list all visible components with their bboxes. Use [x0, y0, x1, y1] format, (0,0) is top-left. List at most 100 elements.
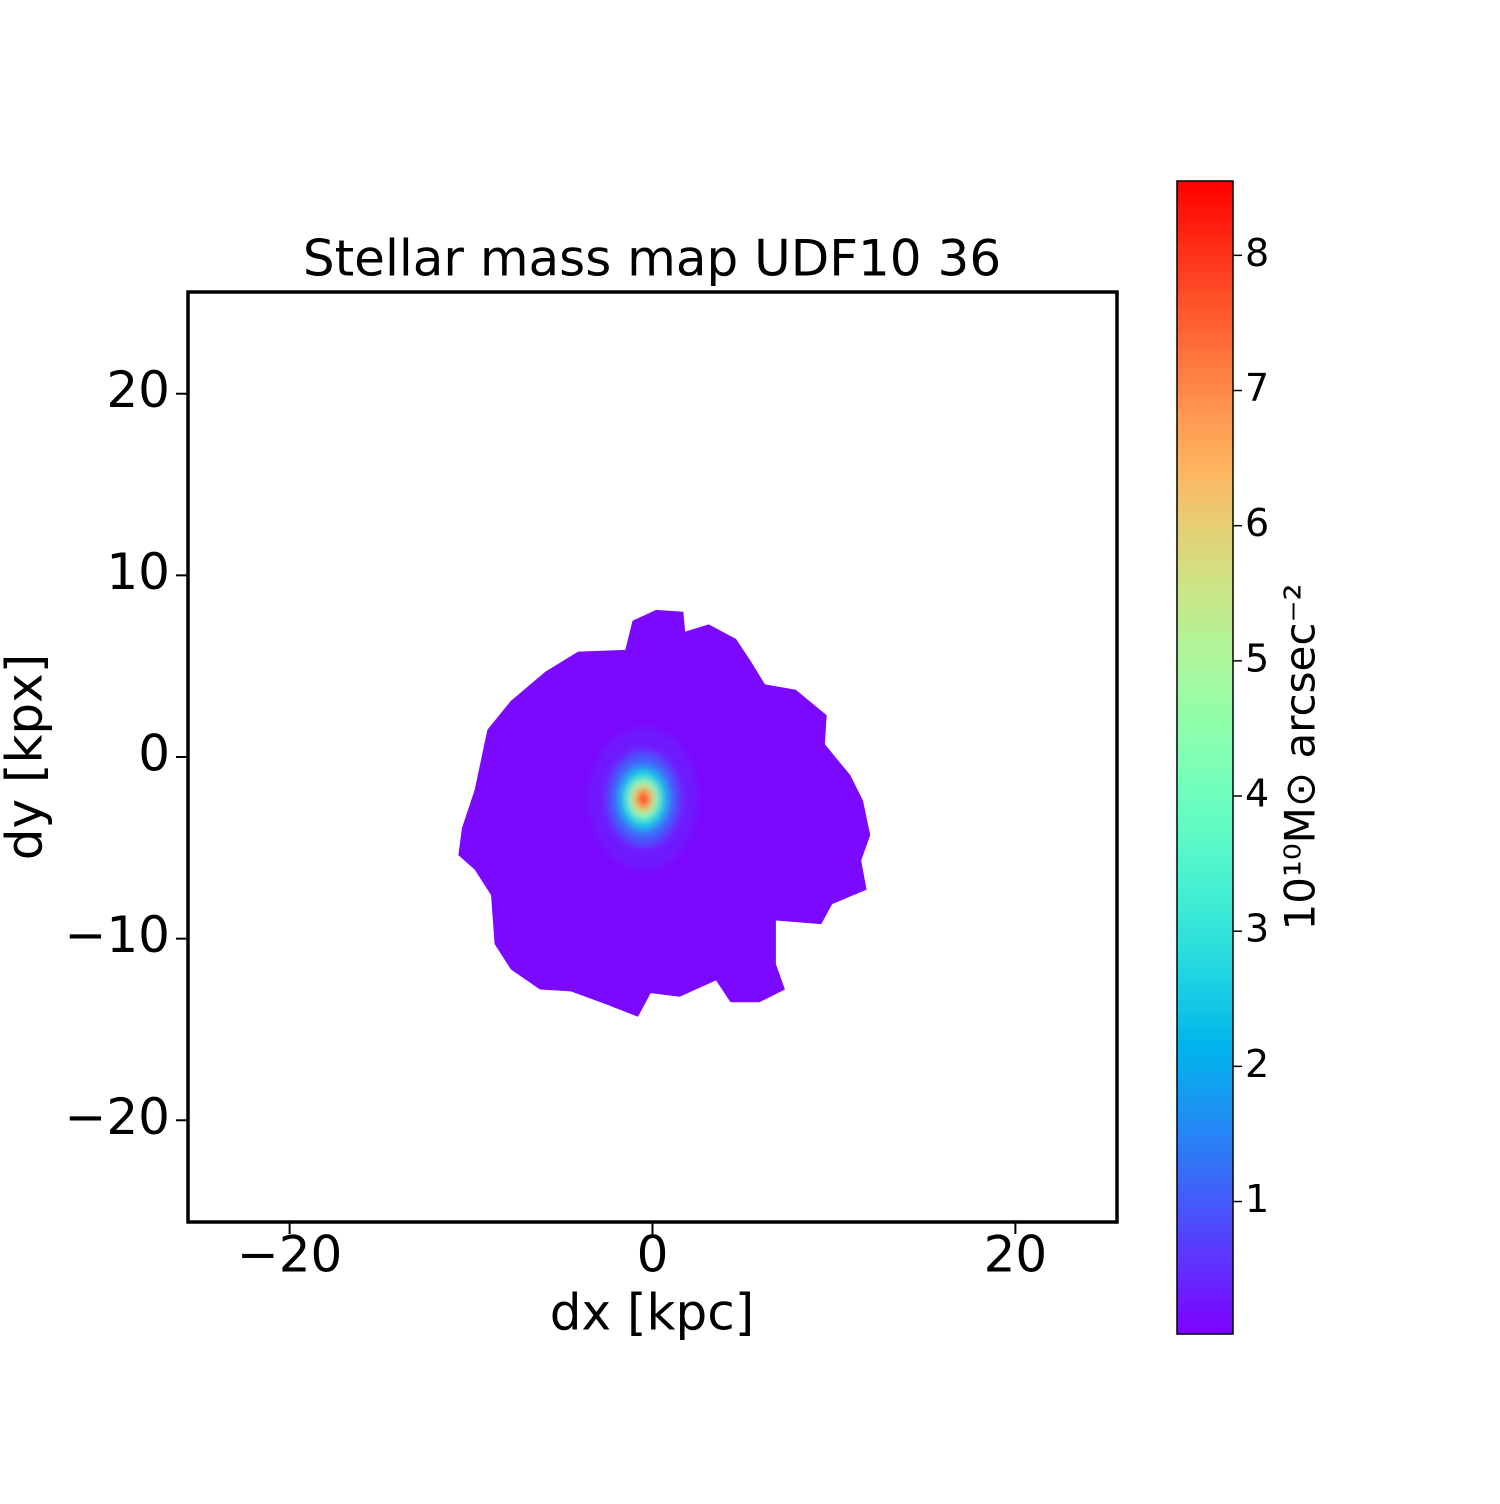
colorbar-cell	[1177, 792, 1233, 799]
colorbar-cell	[1177, 1011, 1233, 1018]
chart-title: Stellar mass map UDF10 36	[303, 230, 1001, 288]
colorbar-tick-label: 8	[1245, 231, 1269, 275]
colorbar-cell	[1177, 417, 1233, 424]
colorbar-cell	[1177, 890, 1233, 897]
colorbar-cell	[1177, 596, 1233, 603]
colorbar-cell	[1177, 1137, 1233, 1145]
colorbar-cell	[1177, 694, 1233, 701]
colorbar-cell	[1177, 1080, 1233, 1087]
colorbar-cell	[1177, 215, 1233, 222]
colorbar-cell	[1177, 676, 1233, 684]
colorbar-cell	[1177, 699, 1233, 707]
colorbar-cell	[1177, 1212, 1233, 1220]
colorbar-cell	[1177, 336, 1233, 344]
colorbar-cell	[1177, 740, 1233, 747]
colorbar-cell	[1177, 273, 1233, 280]
colorbar-cell	[1177, 953, 1233, 960]
colorbar-cell	[1177, 567, 1233, 574]
colorbar-cell	[1177, 1063, 1233, 1070]
colorbar-cell	[1177, 446, 1233, 453]
colorbar-cell	[1177, 757, 1233, 764]
colorbar-cell	[1177, 359, 1233, 367]
colorbar-cell	[1177, 711, 1233, 718]
colorbar-cell	[1177, 895, 1233, 903]
colorbar-label: 10¹⁰M⊙ arcsec⁻²	[1276, 584, 1325, 931]
colorbar-cell	[1177, 186, 1233, 194]
colorbar-cell	[1177, 377, 1233, 384]
colorbar-cell	[1177, 342, 1233, 349]
colorbar-cell	[1177, 1120, 1233, 1128]
colorbar-tick-label: 1	[1245, 1177, 1269, 1221]
colorbar-cell	[1177, 261, 1233, 269]
colorbar-cell	[1177, 1045, 1233, 1053]
colorbar-cell	[1177, 1155, 1233, 1162]
y-tick-label: 10	[106, 543, 170, 601]
colorbar-frame	[1176, 180, 1234, 1335]
colorbar-cell	[1177, 861, 1233, 868]
colorbar-cell	[1177, 538, 1233, 545]
colorbar-cell	[1177, 457, 1233, 465]
colorbar-cell	[1177, 918, 1233, 926]
x-axis-label: dx [kpc]	[550, 1284, 754, 1342]
colorbar-cell	[1177, 769, 1233, 776]
colorbar-cell	[1177, 284, 1233, 292]
colorbar-cell	[1177, 1028, 1233, 1035]
colorbar-cell	[1177, 1034, 1233, 1041]
colorbar-cell	[1177, 440, 1233, 447]
colorbar-cell	[1177, 601, 1233, 609]
colorbar-cell	[1177, 976, 1233, 983]
colorbar-cell	[1177, 267, 1233, 274]
colorbar-cell	[1177, 843, 1233, 851]
colorbar-cell	[1177, 913, 1233, 920]
colorbar-cell	[1177, 521, 1233, 528]
colorbar-cell	[1177, 394, 1233, 401]
colorbar-cell	[1177, 1270, 1233, 1277]
colorbar-cell	[1177, 348, 1233, 355]
x-tick-label: 0	[637, 1226, 669, 1284]
colorbar-cell	[1177, 1126, 1233, 1133]
colorbar-cell	[1177, 296, 1233, 303]
colorbar-cell	[1177, 642, 1233, 649]
colorbar-cell	[1177, 970, 1233, 978]
colorbar-cell	[1177, 573, 1233, 580]
colorbar-cell	[1177, 838, 1233, 845]
colorbar-cell	[1177, 722, 1233, 730]
colorbar-cell	[1177, 1259, 1233, 1266]
colorbar-cell	[1177, 1316, 1233, 1324]
colorbar-cell	[1177, 480, 1233, 488]
colorbar-cell	[1177, 232, 1233, 240]
y-tick-label: 0	[138, 725, 170, 783]
colorbar-cell	[1177, 371, 1233, 378]
colorbar-cell	[1177, 993, 1233, 1001]
colorbar-cell	[1177, 227, 1233, 234]
colorbar-cell	[1177, 797, 1233, 805]
colorbar-cell	[1177, 475, 1233, 482]
colorbar-cell	[1177, 255, 1233, 263]
colorbar-cell	[1177, 561, 1233, 568]
colorbar-cell	[1177, 1195, 1233, 1203]
colorbar-cell	[1177, 630, 1233, 638]
colorbar-cell	[1177, 1068, 1233, 1076]
colorbar-cell	[1177, 469, 1233, 476]
colorbar-cell	[1177, 999, 1233, 1006]
colorbar-cell	[1177, 405, 1233, 413]
colorbar-cell	[1177, 302, 1233, 309]
colorbar-cell	[1177, 751, 1233, 759]
colorbar-cell	[1177, 388, 1233, 395]
colorbar-cell	[1177, 1132, 1233, 1139]
x-tick-label: 20	[984, 1226, 1048, 1284]
colorbar-cell	[1177, 849, 1233, 857]
colorbar-cell	[1177, 1293, 1233, 1301]
colorbar-cell	[1177, 492, 1233, 499]
colorbar-cell	[1177, 353, 1233, 361]
colorbar-cell	[1177, 665, 1233, 672]
colorbar-cell	[1177, 313, 1233, 320]
colorbar-cell	[1177, 486, 1233, 493]
colorbar-cell	[1177, 1218, 1233, 1226]
colorbar-tick-label: 2	[1245, 1042, 1269, 1086]
colorbar-cell	[1177, 1189, 1233, 1197]
colorbar-cell	[1177, 400, 1233, 407]
colorbar-cell	[1177, 365, 1233, 372]
colorbar-cell	[1177, 924, 1233, 932]
y-tick-label: −10	[64, 906, 170, 964]
